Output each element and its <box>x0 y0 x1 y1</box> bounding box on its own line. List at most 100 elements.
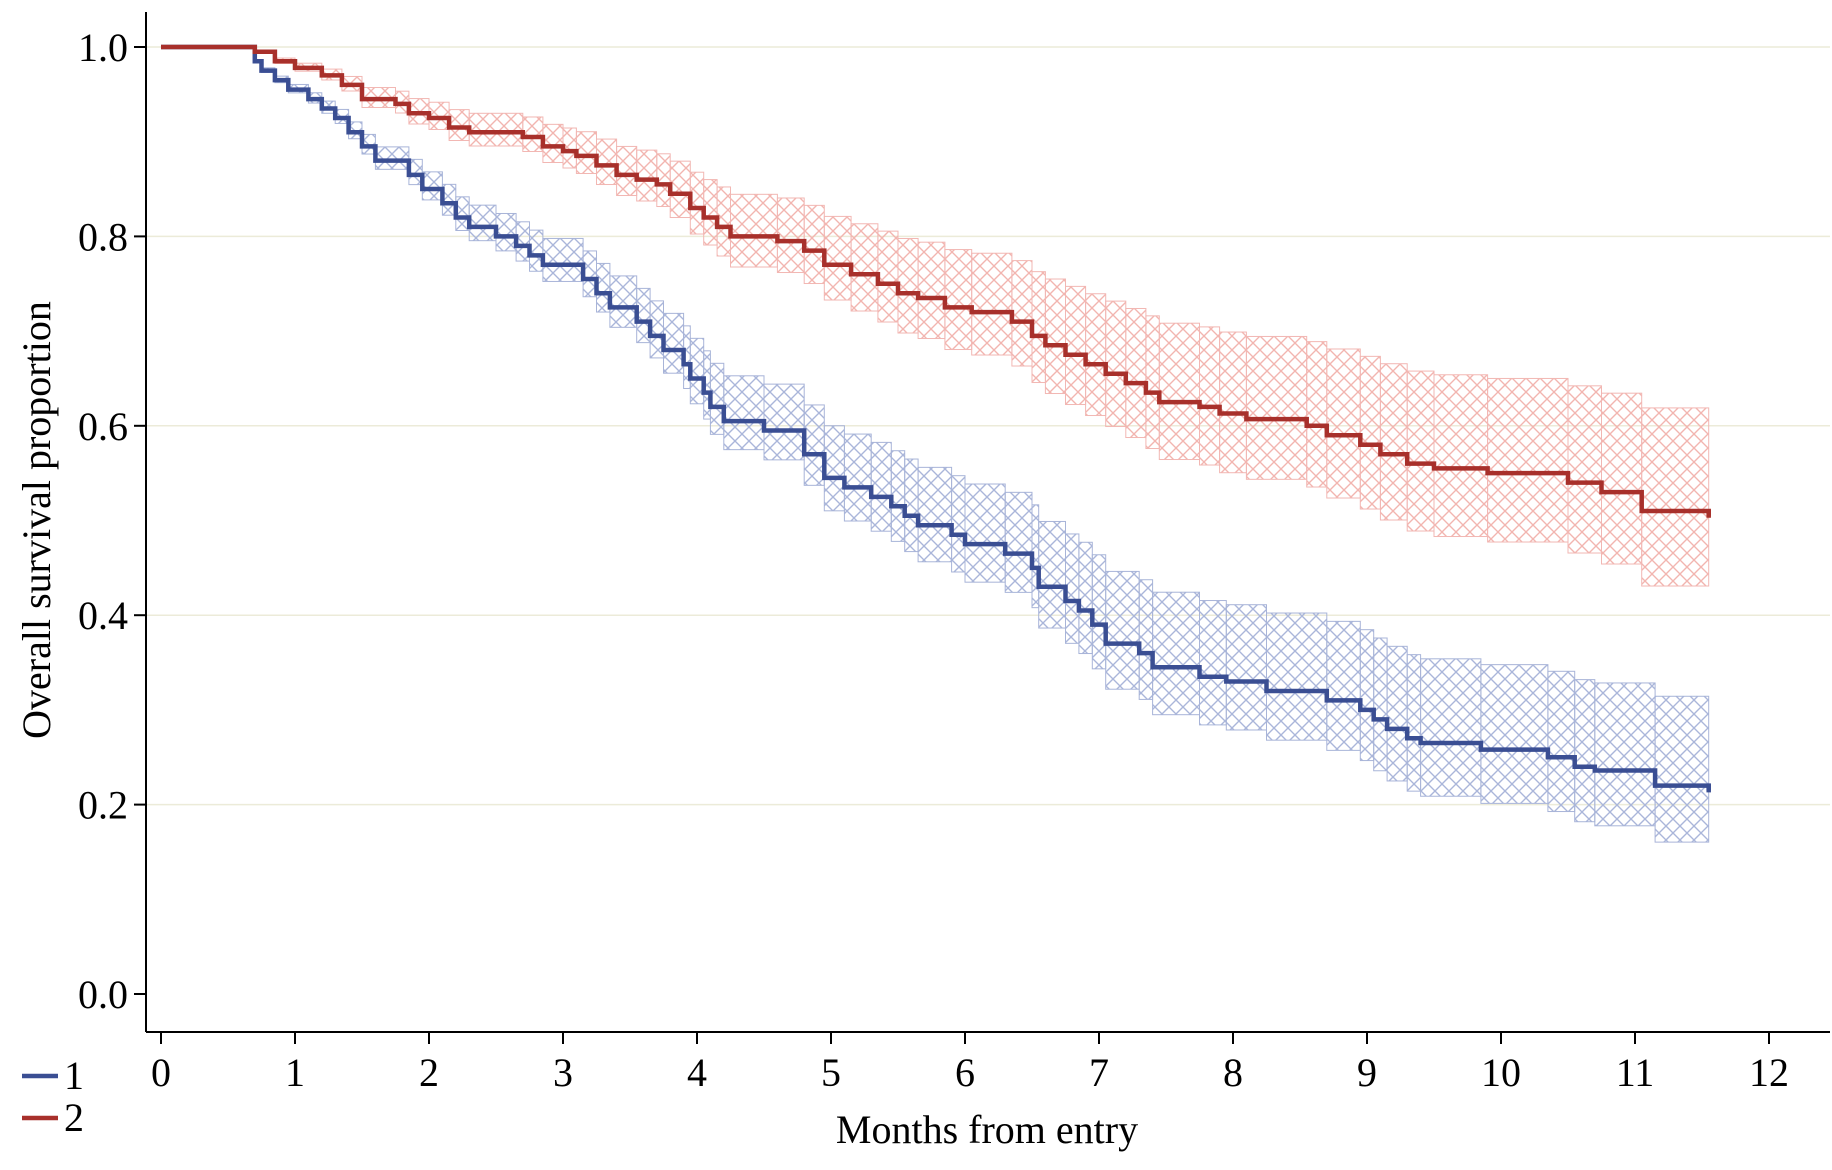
ci-band-2-13 <box>522 116 544 153</box>
ci-band-1-60 <box>1480 664 1549 804</box>
ci-band-1-52 <box>1225 604 1268 731</box>
x-tick-label-5: 5 <box>821 1050 841 1095</box>
ci-band-2-12 <box>468 112 524 147</box>
ci-band-2-56 <box>1641 407 1710 587</box>
ci-band-1-59 <box>1420 658 1482 797</box>
y-tick-label-5: 1.0 <box>78 25 128 70</box>
ci-band-1-53 <box>1266 612 1328 741</box>
ci-band-1-33 <box>803 404 825 486</box>
ci-band-2-14 <box>542 123 564 164</box>
ci-band-2-29 <box>850 223 879 312</box>
ci-band-1-55 <box>1359 629 1375 762</box>
y-tick-label-4: 0.8 <box>78 214 128 259</box>
y-tick-label-3: 0.6 <box>78 404 128 449</box>
ci-band-2-50 <box>1379 363 1408 521</box>
ci-band-2-17 <box>596 138 618 186</box>
ci-band-2-48 <box>1326 348 1361 499</box>
ci-band-1-20 <box>542 237 584 282</box>
ci-band-2-31 <box>897 238 919 334</box>
ci-band-2-16 <box>575 131 598 175</box>
ci-band-1-58 <box>1406 654 1422 792</box>
x-tick-label-4: 4 <box>687 1050 707 1095</box>
ci-band-2-52 <box>1433 374 1489 538</box>
x-tick-label-10: 10 <box>1481 1050 1521 1095</box>
legend-label-2: 2 <box>64 1095 84 1140</box>
y-tick-label-1: 0.2 <box>78 783 128 828</box>
x-ticks: 0 1 2 3 4 5 6 7 8 9 10 11 12 <box>151 1032 1789 1095</box>
ci-band-2-18 <box>616 145 638 197</box>
ci-band-2-34 <box>971 252 1013 356</box>
ci-band-1-48 <box>1105 570 1140 690</box>
ci-band-1-61 <box>1547 670 1576 813</box>
ci-band-1-51 <box>1199 600 1227 726</box>
x-axis-title: Months from entry <box>836 1107 1138 1152</box>
ci-band-2-33 <box>944 249 973 351</box>
y-tick-label-0: 0.0 <box>78 972 128 1017</box>
y-tick-label-2: 0.4 <box>78 593 128 638</box>
ci-band-1-50 <box>1152 591 1200 716</box>
ci-band-2-53 <box>1487 377 1569 543</box>
ci-band-2-51 <box>1406 370 1435 532</box>
ci-band-2-21 <box>669 160 691 219</box>
ci-band-2-25 <box>730 193 778 268</box>
ci-band-1-56 <box>1373 637 1388 772</box>
x-tick-label-8: 8 <box>1223 1050 1243 1095</box>
ci-band-1-54 <box>1326 620 1361 751</box>
ci-band-1-57 <box>1386 645 1408 782</box>
ci-band-2-32 <box>917 241 946 340</box>
ci-band-1-31 <box>723 375 765 451</box>
ci-band-1-39 <box>917 466 953 563</box>
ci-band-1-62 <box>1574 679 1596 823</box>
ci-band-2-19 <box>636 149 658 202</box>
ci-band-1-49 <box>1138 579 1154 700</box>
confidence-bands <box>261 57 1710 843</box>
ci-band-2-45 <box>1219 331 1247 474</box>
ci-band-2-43 <box>1158 322 1201 461</box>
survival-curves <box>161 44 1711 793</box>
survival-curve-2 <box>161 44 1711 516</box>
legend: 12 <box>22 1053 84 1140</box>
x-tick-label-3: 3 <box>553 1050 573 1095</box>
ci-band-1-32 <box>763 383 805 461</box>
ci-band-2-11 <box>448 109 470 142</box>
y-ticks: 0.0 0.2 0.4 0.6 0.8 1.0 <box>78 25 146 1017</box>
ci-band-2-37 <box>1044 278 1067 395</box>
ci-band-2-54 <box>1567 385 1602 554</box>
ci-band-2-26 <box>776 197 805 274</box>
y-axis-title: Overall survival proportion <box>14 301 59 739</box>
ci-band-2-47 <box>1306 341 1328 488</box>
ci-band-1-17 <box>495 212 517 252</box>
ci-band-2-38 <box>1065 285 1087 406</box>
ci-band-2-44 <box>1199 326 1221 466</box>
ci-band-1-36 <box>870 441 892 532</box>
x-tick-label-0: 0 <box>151 1050 171 1095</box>
x-tick-label-11: 11 <box>1616 1050 1655 1095</box>
ci-band-2-55 <box>1601 392 1643 565</box>
ci-band-1-42 <box>1004 491 1033 593</box>
ci-band-2-46 <box>1245 335 1308 480</box>
ci-band-1-64 <box>1654 695 1710 843</box>
ci-band-1-16 <box>468 204 497 242</box>
x-tick-label-1: 1 <box>285 1050 305 1095</box>
ci-band-1-34 <box>823 425 845 512</box>
legend-label-1: 1 <box>64 1053 84 1098</box>
x-tick-label-6: 6 <box>955 1050 975 1095</box>
x-tick-label-12: 12 <box>1749 1050 1789 1095</box>
ci-band-1-23 <box>609 275 638 328</box>
ci-band-1-44 <box>1038 520 1066 629</box>
ci-band-2-40 <box>1105 300 1127 428</box>
ci-band-2-35 <box>1011 260 1033 367</box>
x-tick-label-2: 2 <box>419 1050 439 1095</box>
x-tick-label-9: 9 <box>1357 1050 1377 1095</box>
ci-band-2-49 <box>1359 355 1381 510</box>
ci-band-1-41 <box>964 483 1006 583</box>
ci-band-2-27 <box>803 204 825 285</box>
x-tick-label-7: 7 <box>1089 1050 1109 1095</box>
ci-band-2-39 <box>1085 293 1107 417</box>
ci-band-2-28 <box>823 215 852 301</box>
ci-band-1-26 <box>663 312 685 374</box>
ci-band-2-30 <box>877 230 899 323</box>
ci-band-2-41 <box>1125 307 1147 439</box>
ci-band-1-63 <box>1594 682 1656 827</box>
